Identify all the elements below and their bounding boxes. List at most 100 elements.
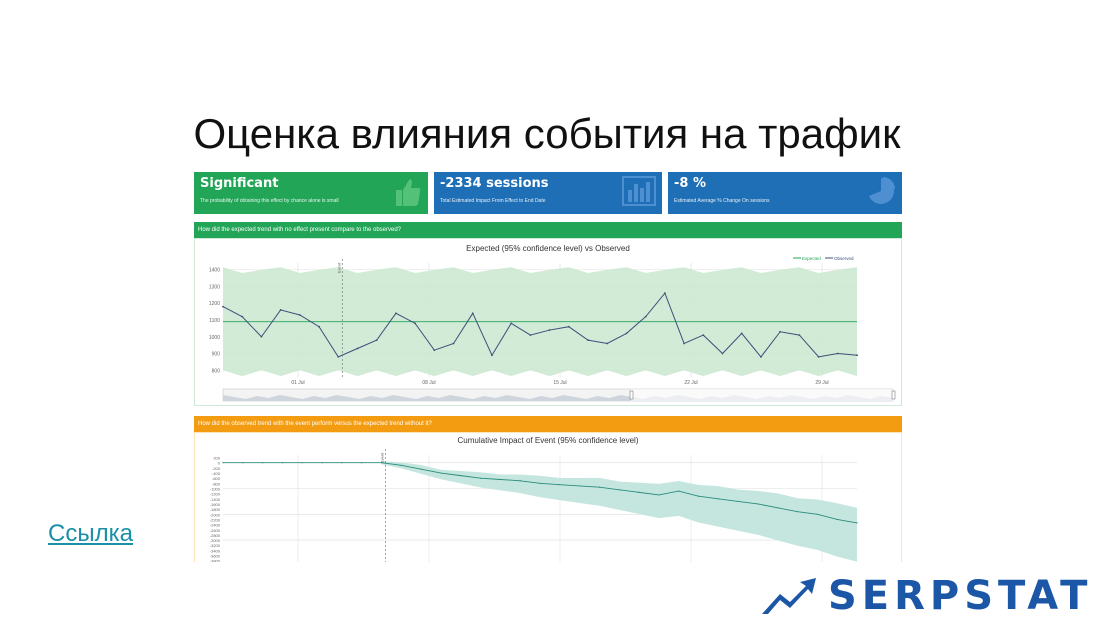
data-point-observed bbox=[510, 322, 513, 325]
data-point-observed bbox=[452, 342, 455, 345]
y-tick-label: -1200 bbox=[210, 492, 221, 497]
y-tick-label: 900 bbox=[212, 352, 221, 358]
event-label: Event bbox=[336, 262, 341, 273]
y-tick-label: -2600 bbox=[210, 528, 221, 533]
data-point-observed bbox=[491, 354, 493, 357]
thumbs-up-icon bbox=[392, 176, 422, 213]
percent-change-caption: Estimated Average % Change On sessions bbox=[674, 198, 770, 204]
data-point-cumulative bbox=[796, 511, 799, 513]
data-point-cumulative bbox=[579, 485, 581, 487]
data-point-observed bbox=[222, 305, 224, 308]
data-point-observed bbox=[760, 355, 762, 358]
data-point-observed bbox=[663, 292, 666, 295]
sessions-caption: Total Estimated Impact From Effect to En… bbox=[440, 198, 546, 204]
data-point-cumulative bbox=[242, 462, 244, 464]
data-point-observed bbox=[298, 314, 301, 316]
y-tick-label: -3000 bbox=[210, 538, 221, 543]
y-tick-label: 1100 bbox=[209, 318, 220, 324]
data-point-observed bbox=[356, 347, 359, 350]
y-tick-label: -3800 bbox=[210, 559, 221, 562]
data-point-cumulative bbox=[658, 494, 660, 496]
data-point-cumulative bbox=[479, 477, 482, 479]
y-tick-label: -600 bbox=[212, 476, 221, 481]
data-point-cumulative bbox=[262, 462, 264, 464]
data-point-cumulative bbox=[836, 518, 838, 521]
data-point-cumulative bbox=[361, 462, 363, 464]
source-link[interactable]: Ссылка bbox=[48, 520, 133, 547]
data-point-observed bbox=[241, 315, 244, 318]
data-point-observed bbox=[567, 325, 570, 328]
y-tick-label: -3400 bbox=[210, 548, 221, 553]
y-tick-label: -200 bbox=[212, 466, 221, 471]
y-tick-label: 0 bbox=[218, 461, 221, 466]
data-point-observed bbox=[836, 352, 839, 355]
percent-change-value: -8 % bbox=[674, 176, 706, 191]
bar-chart-icon bbox=[622, 176, 656, 211]
data-point-cumulative bbox=[598, 486, 601, 488]
expected-vs-observed-chart: Expected (95% confidence level) vs Obser… bbox=[209, 244, 896, 402]
serpstat-logo: SERPSTAT bbox=[760, 573, 1092, 619]
y-tick-label: 1200 bbox=[209, 301, 220, 307]
expected-vs-observed-panel: Expected (95% confidence level) vs Obser… bbox=[194, 238, 902, 406]
data-point-observed bbox=[779, 330, 782, 333]
percent-change-card: -8 % Estimated Average % Change On sessi… bbox=[668, 172, 902, 214]
data-point-cumulative bbox=[440, 472, 442, 474]
data-point-observed bbox=[433, 349, 436, 352]
cumulative-impact-chart: Cumulative Impact of Event (95% confiden… bbox=[210, 436, 858, 562]
range-handle-left bbox=[629, 390, 634, 400]
y-tick-label: -2400 bbox=[210, 523, 221, 528]
expected-vs-observed-header: How did the expected trend with no effec… bbox=[194, 222, 902, 238]
pie-chart-icon bbox=[866, 176, 896, 211]
dashboard-screenshot: Significant The probability of obtaining… bbox=[194, 172, 902, 562]
data-point-observed bbox=[529, 334, 532, 336]
data-point-cumulative bbox=[757, 503, 759, 505]
significance-value: Significant bbox=[200, 176, 279, 191]
significance-caption: The probability of obtaining this effect… bbox=[200, 198, 339, 204]
y-tick-label: -2200 bbox=[210, 517, 221, 522]
data-point-observed bbox=[721, 352, 724, 355]
x-tick-label: 08 Jul bbox=[422, 380, 435, 386]
y-tick-label: 1400 bbox=[209, 268, 220, 274]
data-point-cumulative bbox=[321, 462, 323, 464]
chart-title: Cumulative Impact of Event (95% confiden… bbox=[458, 436, 639, 445]
data-point-cumulative bbox=[717, 498, 719, 500]
y-tick-label: -2800 bbox=[210, 533, 221, 538]
event-label: Event bbox=[380, 452, 385, 463]
data-point-cumulative bbox=[420, 468, 422, 470]
y-tick-label: -1000 bbox=[210, 487, 221, 492]
range-selection bbox=[631, 389, 893, 401]
sessions-value: -2334 sessions bbox=[440, 176, 549, 191]
data-point-observed bbox=[279, 309, 282, 311]
data-point-observed bbox=[375, 339, 378, 342]
data-point-cumulative bbox=[737, 500, 739, 502]
data-point-cumulative bbox=[519, 480, 521, 482]
x-tick-label: 15 Jul bbox=[553, 380, 566, 386]
data-point-observed bbox=[683, 342, 685, 345]
data-point-cumulative bbox=[400, 464, 402, 466]
x-tick-label: 29 Jul bbox=[815, 380, 828, 386]
y-tick-label: -1600 bbox=[210, 502, 221, 507]
legend-label-expected: Expected bbox=[802, 256, 821, 261]
data-point-cumulative bbox=[460, 475, 462, 477]
series-line-observed bbox=[222, 292, 858, 358]
data-point-cumulative bbox=[816, 513, 818, 515]
y-tick-label: -800 bbox=[212, 481, 221, 486]
data-point-cumulative bbox=[222, 462, 224, 464]
data-point-cumulative bbox=[499, 478, 501, 481]
data-point-cumulative bbox=[638, 491, 640, 493]
y-tick-label: -3200 bbox=[210, 543, 221, 548]
data-point-cumulative bbox=[539, 482, 541, 484]
data-point-observed bbox=[644, 315, 647, 318]
data-point-observed bbox=[260, 335, 263, 338]
data-point-observed bbox=[337, 355, 340, 358]
y-tick-label: 800 bbox=[212, 368, 221, 374]
data-point-observed bbox=[856, 354, 858, 357]
y-tick-label: 1000 bbox=[209, 335, 220, 341]
x-tick-label: 01 Jul bbox=[291, 380, 304, 386]
significance-card: Significant The probability of obtaining… bbox=[194, 172, 428, 214]
data-point-observed bbox=[414, 322, 417, 325]
y-tick-label: -1800 bbox=[210, 507, 221, 512]
data-point-observed bbox=[587, 339, 589, 342]
y-tick-label: -2000 bbox=[210, 512, 221, 517]
y-tick-label: 200 bbox=[213, 456, 220, 461]
